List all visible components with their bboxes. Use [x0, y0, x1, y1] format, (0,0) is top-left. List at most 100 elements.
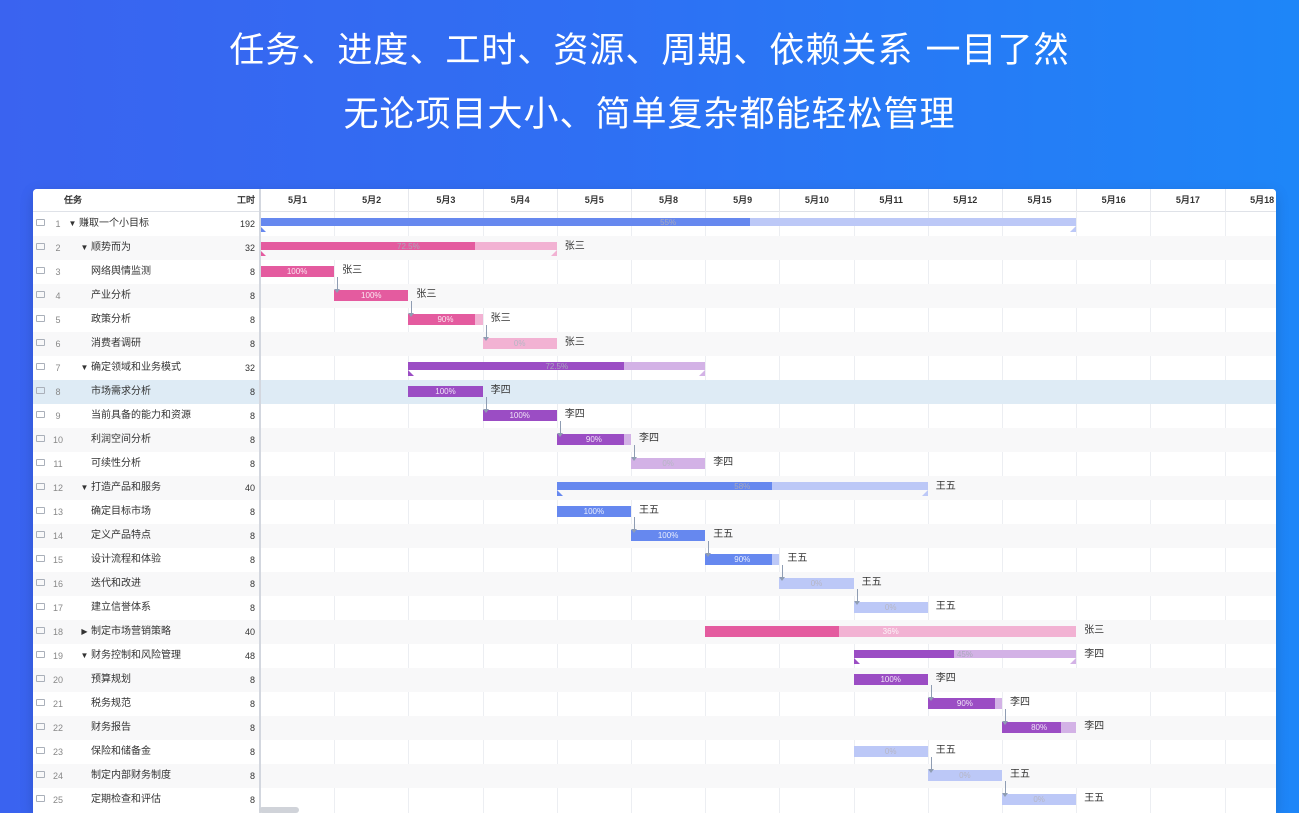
comment-icon[interactable] [36, 531, 46, 540]
task-name[interactable]: 制定内部财务制度 [91, 770, 171, 781]
expand-toggle-icon[interactable]: ▼ [80, 651, 89, 660]
comment-icon[interactable] [36, 459, 46, 468]
task-name[interactable]: 定义产品特点 [91, 530, 151, 541]
task-row[interactable]: 3 网络舆情监测 8 [33, 260, 1276, 284]
task-name[interactable]: 可续性分析 [91, 458, 141, 469]
task-name[interactable]: 定期检查和评估 [91, 794, 161, 805]
task-row[interactable]: 4 产业分析 8 [33, 284, 1276, 308]
task-bar[interactable]: 0% [1002, 794, 1077, 805]
task-bar[interactable]: 100% [482, 410, 557, 421]
comment-icon[interactable] [36, 483, 46, 492]
comment-icon[interactable] [36, 339, 46, 348]
comment-icon[interactable] [36, 603, 46, 612]
task-row[interactable]: 16 迭代和改进 8 [33, 572, 1276, 596]
task-name[interactable]: 预算规划 [91, 674, 131, 685]
expand-toggle-icon[interactable]: ▼ [68, 219, 77, 228]
hours-column-header[interactable]: 工时 [236, 195, 255, 205]
task-bar[interactable]: 100% [408, 386, 483, 397]
summary-bar[interactable]: 55% [260, 218, 1077, 232]
comment-icon[interactable] [36, 411, 46, 420]
task-name[interactable]: 消费者调研 [91, 338, 141, 349]
task-name[interactable]: 设计流程和体验 [91, 554, 161, 565]
comment-icon[interactable] [36, 627, 46, 636]
comment-icon[interactable] [36, 507, 46, 516]
summary-bar[interactable]: 72.5% [408, 362, 706, 376]
comment-icon[interactable] [36, 219, 46, 228]
task-row[interactable]: 11 可续性分析 8 [33, 452, 1276, 476]
task-column-header[interactable]: 任务 [64, 195, 83, 205]
task-name[interactable]: 财务报告 [91, 722, 131, 733]
comment-icon[interactable] [36, 675, 46, 684]
task-bar[interactable]: 90% [705, 554, 780, 565]
horizontal-scrollbar[interactable] [259, 807, 299, 813]
task-row[interactable]: 1 ▼ 赚取一个小目标 192 [33, 212, 1276, 236]
task-bar[interactable]: 0% [927, 770, 1002, 781]
task-row[interactable]: 15 设计流程和体验 8 [33, 548, 1276, 572]
comment-icon[interactable] [36, 291, 46, 300]
task-row[interactable]: 2 ▼ 顺势而为 32 [33, 236, 1276, 260]
task-name[interactable]: 确定领域和业务模式 [91, 362, 181, 373]
column-splitter[interactable] [259, 189, 261, 813]
task-name[interactable]: 政策分析 [91, 314, 131, 325]
comment-icon[interactable] [36, 723, 46, 732]
task-row[interactable]: 8 市场需求分析 8 [33, 380, 1276, 404]
task-name[interactable]: 迭代和改进 [91, 578, 141, 589]
task-row[interactable]: 9 当前具备的能力和资源 8 [33, 404, 1276, 428]
task-bar[interactable]: 90% [927, 698, 1002, 709]
comment-icon[interactable] [36, 795, 46, 804]
task-bar[interactable]: 90% [556, 434, 631, 445]
task-name[interactable]: 打造产品和服务 [91, 482, 161, 493]
expand-toggle-icon[interactable]: ▼ [80, 363, 89, 372]
task-bar[interactable]: 0% [853, 602, 928, 613]
task-name[interactable]: 赚取一个小目标 [79, 218, 149, 229]
task-name[interactable]: 产业分析 [91, 290, 131, 301]
comment-icon[interactable] [36, 267, 46, 276]
task-row[interactable]: 13 确定目标市场 8 [33, 500, 1276, 524]
comment-icon[interactable] [36, 435, 46, 444]
task-name[interactable]: 网络舆情监测 [91, 266, 151, 277]
comment-icon[interactable] [36, 315, 46, 324]
summary-bar[interactable]: 45% [853, 650, 1077, 664]
task-row[interactable]: 10 利润空间分析 8 [33, 428, 1276, 452]
summary-bar[interactable]: 72.5% [260, 242, 557, 256]
task-row[interactable]: 7 ▼ 确定领域和业务模式 32 [33, 356, 1276, 380]
task-bar[interactable]: 36% [705, 626, 1077, 637]
expand-toggle-icon[interactable]: ▼ [80, 483, 89, 492]
task-name[interactable]: 税务规范 [91, 698, 131, 709]
task-bar[interactable]: 0% [631, 458, 706, 469]
task-name[interactable]: 财务控制和风险管理 [91, 650, 181, 661]
task-row[interactable]: 20 预算规划 8 [33, 668, 1276, 692]
task-name[interactable]: 建立信誉体系 [91, 602, 151, 613]
task-row[interactable]: 24 制定内部财务制度 8 [33, 764, 1276, 788]
task-row[interactable]: 17 建立信誉体系 8 [33, 596, 1276, 620]
comment-icon[interactable] [36, 651, 46, 660]
task-bar[interactable]: 100% [853, 674, 928, 685]
task-name[interactable]: 当前具备的能力和资源 [91, 410, 191, 421]
task-bar[interactable]: 0% [853, 746, 928, 757]
comment-icon[interactable] [36, 555, 46, 564]
task-row[interactable]: 5 政策分析 8 [33, 308, 1276, 332]
task-name[interactable]: 利润空间分析 [91, 434, 151, 445]
comment-icon[interactable] [36, 747, 46, 756]
task-row[interactable]: 6 消费者调研 8 [33, 332, 1276, 356]
task-bar[interactable]: 0% [482, 338, 557, 349]
task-name[interactable]: 保险和储备金 [91, 746, 151, 757]
expand-toggle-icon[interactable]: ▶ [81, 627, 88, 636]
task-row[interactable]: 19 ▼ 财务控制和风险管理 48 [33, 644, 1276, 668]
task-bar[interactable]: 100% [631, 530, 706, 541]
task-name[interactable]: 顺势而为 [91, 242, 131, 253]
comment-icon[interactable] [36, 699, 46, 708]
expand-toggle-icon[interactable]: ▼ [80, 243, 89, 252]
task-row[interactable]: 23 保险和储备金 8 [33, 740, 1276, 764]
comment-icon[interactable] [36, 387, 46, 396]
task-bar[interactable]: 90% [408, 314, 483, 325]
task-bar[interactable]: 80% [1002, 722, 1077, 733]
task-row[interactable]: 21 税务规范 8 [33, 692, 1276, 716]
task-bar[interactable]: 100% [334, 290, 409, 301]
task-name[interactable]: 制定市场营销策略 [91, 626, 171, 637]
comment-icon[interactable] [36, 579, 46, 588]
task-row[interactable]: 25 定期检查和评估 8 [33, 788, 1276, 812]
comment-icon[interactable] [36, 363, 46, 372]
task-bar[interactable]: 0% [779, 578, 854, 589]
task-bar[interactable]: 100% [556, 506, 631, 517]
